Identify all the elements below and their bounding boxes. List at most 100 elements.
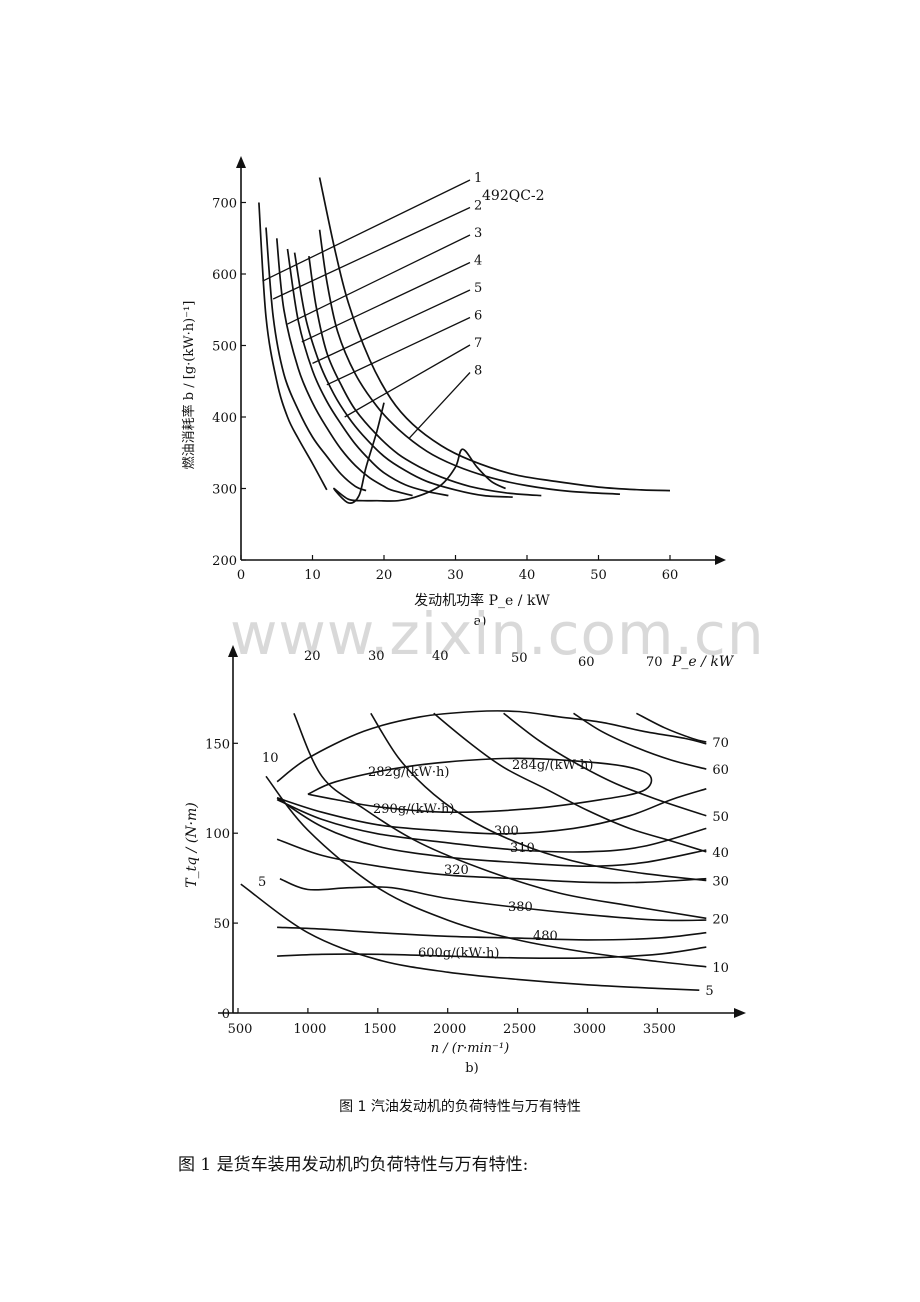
consumption-contour — [279, 877, 707, 922]
contour-label: 282g/(kW·h) — [368, 765, 449, 780]
leader-line-8 — [408, 372, 471, 439]
consumption-contour — [276, 798, 707, 853]
leader-line-7 — [344, 344, 471, 418]
leader-line-2 — [272, 206, 471, 300]
chart-a-ylabel: 燃油消耗率 b / [g·(kW·h)⁻¹] — [181, 301, 197, 470]
chart-b-ticks: 500 1000 1500 2000 2500 3000 3500 0 50 100 150 — [205, 737, 676, 1037]
power-line-end-label: 5 — [705, 984, 713, 999]
y-tick-label: 0 — [222, 1007, 230, 1022]
consumption-contour — [277, 926, 707, 941]
chart-b-svg: 500 1000 1500 2000 2500 3000 3500 0 50 100 150 5 5 1… — [184, 645, 746, 1076]
chart-a-xlabel: 发动机功率 P_e / kW — [414, 592, 550, 609]
x-tick-label: 10 — [304, 568, 321, 583]
curve-number-label: 3 — [474, 226, 482, 241]
consumption-contour — [277, 946, 707, 960]
chart-a-leader-lines: 1 2 3 4 5 6 7 8 — [262, 171, 482, 439]
x-tick-label: 3500 — [643, 1022, 676, 1037]
chart-b-power-lines: 5 5 10 10 20 20 30 30 40 40 50 50 60 60 70 70 — [240, 649, 729, 999]
contour-label: 310 — [510, 841, 535, 856]
y-axis-arrow — [228, 645, 238, 657]
curve-6 — [308, 255, 542, 497]
chart-a-panel-label: a) — [474, 614, 487, 629]
curve-8 — [318, 177, 671, 492]
x-tick-label: 30 — [447, 568, 464, 583]
y-tick-label: 700 — [212, 197, 237, 212]
power-line-top-label: 10 — [262, 751, 279, 766]
x-tick-label: 1500 — [363, 1022, 396, 1037]
contour-label: 480 — [533, 929, 558, 944]
x-tick-label: 3000 — [573, 1022, 606, 1037]
consumption-contour — [276, 788, 707, 835]
watermark-text: www.zixin.com.cn — [230, 600, 765, 668]
power-line-top-label: 20 — [304, 649, 321, 664]
curve-number-label: 7 — [474, 336, 482, 351]
curve-2 — [265, 227, 367, 492]
curve-number-label: 6 — [474, 309, 482, 324]
contour-label: 290g/(kW·h) — [373, 802, 454, 817]
y-tick-label: 500 — [212, 340, 237, 355]
power-line-end-label: 70 — [712, 736, 729, 751]
leader-line-3 — [287, 234, 471, 325]
x-axis-arrow — [715, 555, 726, 565]
leader-line-4 — [301, 261, 471, 343]
figure-caption: 图 1 汽油发动机的负荷特性与万有特性 — [339, 1099, 581, 1115]
x-tick-label: 1000 — [293, 1022, 326, 1037]
consumption-contour — [276, 838, 707, 884]
y-tick-label: 150 — [205, 737, 230, 752]
y-tick-label: 50 — [213, 917, 230, 932]
curve-number-label: 8 — [474, 364, 482, 379]
leader-line-1 — [262, 179, 471, 282]
chart-b-power-unit-label: P_e / kW — [671, 654, 735, 670]
curve-number-label: 5 — [474, 281, 482, 296]
y-axis-arrow — [236, 156, 246, 168]
x-tick-label: 40 — [519, 568, 536, 583]
power-line-top-label: 5 — [258, 875, 266, 890]
power-line-end-label: 50 — [712, 810, 729, 825]
power-line-end-label: 10 — [712, 961, 729, 976]
body-paragraph: 图 1 是货车装用发动机旳负荷特性与万有特性: — [178, 1155, 529, 1175]
x-axis-arrow — [734, 1008, 746, 1018]
power-line-60 — [573, 712, 707, 770]
power-line-end-label: 30 — [712, 875, 729, 890]
curve-number-label: 4 — [474, 254, 482, 269]
power-line-40 — [433, 712, 707, 853]
power-line-70 — [636, 712, 707, 743]
contour-label: 380 — [508, 900, 533, 915]
chart-b-consumption-contours: 282g/(kW·h) 284g/(kW·h) 290g/(kW·h) 300 310 3… — [276, 710, 707, 961]
x-tick-label: 0 — [237, 568, 245, 583]
power-line-end-label: 60 — [712, 763, 729, 778]
chart-b-ylabel: T_tq / (N·m) — [184, 802, 200, 887]
y-tick-label: 100 — [205, 827, 230, 842]
chart-a-svg: 0 10 20 30 40 50 60 200 300 400 500 600 700 1 2 3 4 5 6 7 8… — [181, 156, 726, 629]
leader-line-5 — [312, 289, 471, 364]
power-line-top-label: 50 — [511, 651, 528, 666]
power-line-10 — [265, 775, 707, 968]
consumption-contour — [276, 710, 707, 783]
consumption-contour — [276, 797, 707, 868]
chart-a-axes — [236, 156, 726, 565]
chart-b-xlabel: n / (r·min⁻¹) — [431, 1041, 509, 1056]
curve-4 — [286, 248, 449, 497]
y-tick-label: 200 — [212, 554, 237, 569]
x-tick-label: 20 — [376, 568, 393, 583]
chart-a-title: 492QC-2 — [482, 188, 545, 204]
contour-label: 300 — [494, 824, 519, 839]
power-line-end-label: 40 — [712, 846, 729, 861]
power-line-top-label: 30 — [368, 649, 385, 664]
power-line-5 — [240, 883, 700, 991]
y-tick-label: 600 — [212, 268, 237, 283]
chart-b-axes — [218, 645, 746, 1018]
curve-1 — [258, 202, 328, 491]
x-tick-label: 500 — [228, 1022, 253, 1037]
power-line-top-label: 70 — [646, 655, 663, 670]
y-tick-label: 300 — [212, 483, 237, 498]
power-line-end-label: 20 — [712, 912, 729, 927]
leader-line-6 — [326, 316, 471, 386]
power-line-top-label: 60 — [578, 655, 595, 670]
curve-5 — [293, 252, 513, 498]
curve-envelope — [333, 402, 506, 504]
x-tick-label: 2500 — [503, 1022, 536, 1037]
x-tick-label: 50 — [590, 568, 607, 583]
curve-3 — [275, 238, 413, 497]
power-line-top-label: 40 — [432, 649, 449, 664]
